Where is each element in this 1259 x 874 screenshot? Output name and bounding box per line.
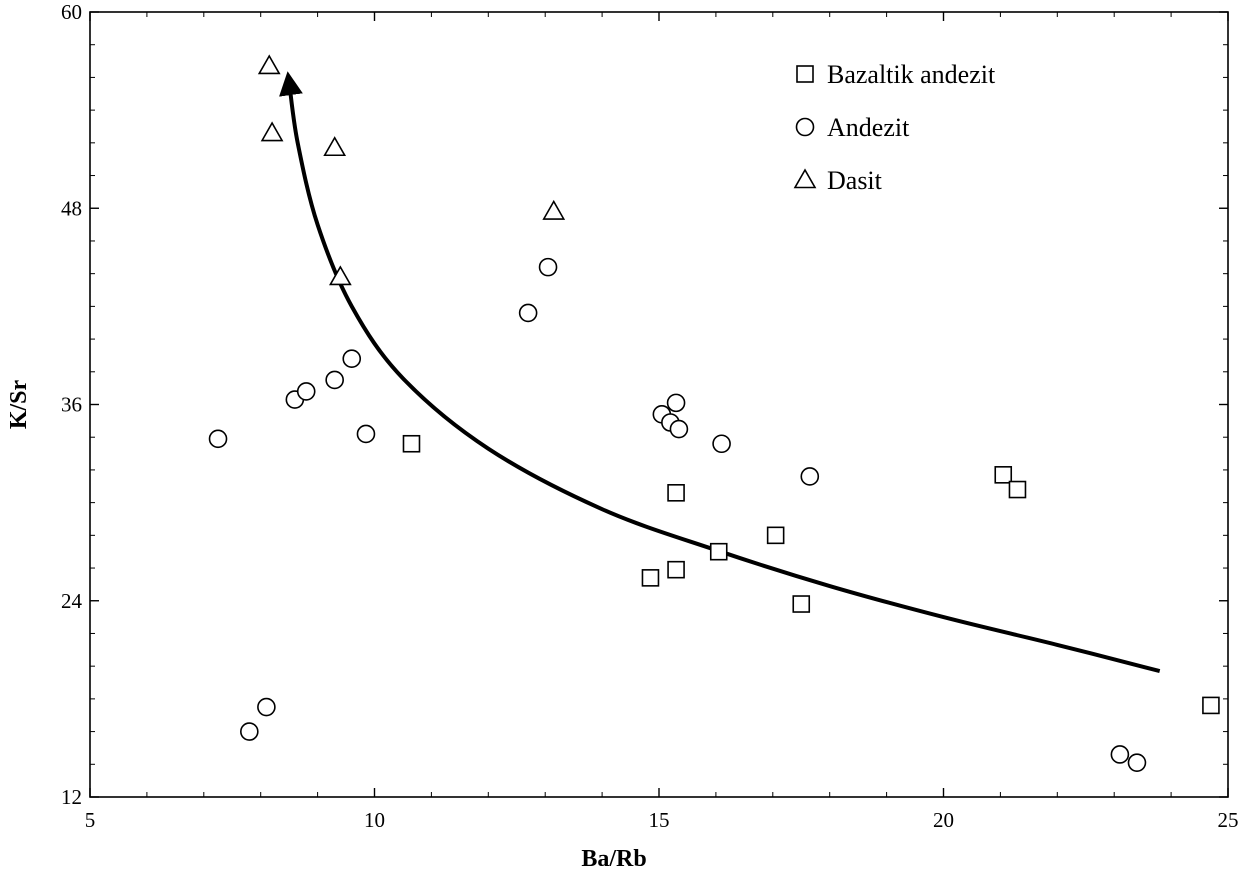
legend-item: Bazaltik andezit <box>796 60 996 89</box>
legend-triangle-marker <box>793 168 817 189</box>
x-tick-label: 15 <box>649 808 670 832</box>
circle-point <box>325 370 344 390</box>
square-point <box>667 560 685 579</box>
square-point <box>766 526 785 545</box>
legend-item: Andezit <box>795 113 910 142</box>
y-tick-label: 24 <box>61 589 83 613</box>
circle-point <box>1110 745 1130 764</box>
trend-arrow <box>279 71 1161 674</box>
circle-point <box>538 257 558 277</box>
circle-point <box>666 393 686 413</box>
y-tick-label: 60 <box>61 0 82 24</box>
x-tick-label: 25 <box>1218 808 1239 832</box>
circle-point <box>296 382 316 401</box>
circle-point <box>712 434 731 454</box>
legend-label: Dasit <box>827 166 883 195</box>
legend-label: Bazaltik andezit <box>827 60 996 89</box>
circle-point <box>240 722 259 741</box>
tick-labels: 5 10 15 20 25 12 24 36 48 60 <box>61 0 1239 832</box>
legend-square-marker <box>796 65 814 83</box>
triangle-point <box>323 136 347 157</box>
y-tick-label: 12 <box>61 785 82 809</box>
square-point <box>1202 696 1220 715</box>
x-tick-label: 10 <box>364 808 385 832</box>
x-axis-title: Ba/Rb <box>581 846 646 872</box>
square-point <box>641 569 660 587</box>
circle-point <box>356 424 376 444</box>
circle-point <box>1127 753 1147 772</box>
data-points <box>208 54 1220 772</box>
triangle-point <box>542 199 566 220</box>
legend-item: Dasit <box>793 166 883 195</box>
triangle-point <box>257 54 281 75</box>
circle-point <box>800 467 820 486</box>
circle-point <box>669 419 689 439</box>
legend: Bazaltik andezit Andezit Dasit <box>793 60 996 195</box>
y-tick-label: 36 <box>61 393 82 417</box>
square-point <box>667 484 685 502</box>
axis-ticks <box>89 11 1229 798</box>
square-point <box>994 466 1013 484</box>
square-point <box>1008 480 1027 499</box>
x-tick-label: 20 <box>933 808 954 832</box>
square-point <box>792 595 811 613</box>
circle-point <box>342 349 362 369</box>
circle-point <box>257 697 276 717</box>
triangle-point <box>328 265 352 286</box>
x-tick-label: 5 <box>85 808 96 832</box>
y-axis-title: K/Sr <box>6 379 32 429</box>
plot-border <box>89 11 1229 798</box>
circle-point <box>518 303 538 323</box>
plot-area <box>89 11 1229 798</box>
square-point <box>709 542 728 561</box>
circle-point <box>208 429 228 449</box>
legend-circle-marker <box>795 117 815 137</box>
square-point <box>402 434 421 453</box>
y-tick-label: 48 <box>61 196 82 220</box>
triangle-point <box>260 121 284 142</box>
trend-curve <box>279 71 1161 674</box>
legend-label: Andezit <box>827 113 910 142</box>
